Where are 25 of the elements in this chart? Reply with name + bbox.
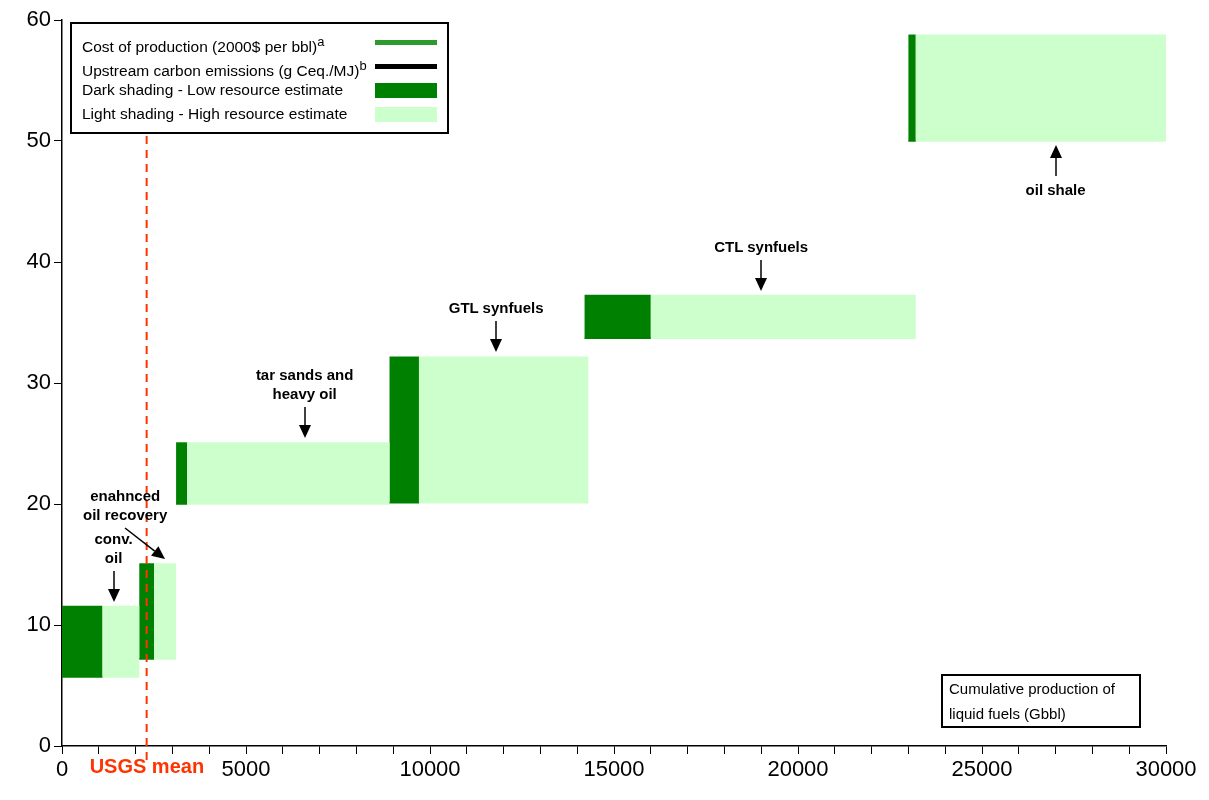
x-tick-label: 5000	[221, 756, 271, 782]
y-tick-label: 30	[26, 369, 51, 395]
legend-label: Light shading - High resource estimate	[82, 104, 349, 124]
x-tick-label: 20000	[767, 756, 829, 782]
legend-label: Dark shading - Low resource estimate	[82, 80, 345, 100]
y-tick-label: 20	[26, 490, 51, 516]
y-tick-label: 50	[26, 127, 51, 153]
annotation: CTL synfuels	[714, 236, 809, 256]
x-tick-label: 25000	[951, 756, 1013, 782]
annotation: tar sands and heavy oil	[255, 365, 354, 404]
x-tick-label: 10000	[399, 756, 461, 782]
annotation: oil shale	[1025, 180, 1086, 199]
y-tick-label: 10	[26, 611, 51, 637]
annotation: Upstream carbon emissions (g Ceq./MJ)$^{b}$	[82, 57, 367, 80]
x-tick-label: 0	[55, 756, 69, 782]
y-tick-label: 0	[38, 732, 51, 758]
x-axis-title: Cumulative production of liquid fuels (Gbbl)	[941, 674, 1141, 728]
annotation: GTL synfuels	[448, 298, 544, 318]
ref-line-label: USGS mean	[89, 755, 205, 778]
x-tick-label: 15000	[583, 756, 645, 782]
annotation: conv. oil	[94, 528, 133, 567]
y-tick-label: 60	[26, 6, 51, 32]
x-tick-label: 30000	[1135, 756, 1197, 782]
y-tick-label: 40	[26, 248, 51, 274]
annotation: Cost of production (2000$ per bbl)$^{a}$	[82, 33, 326, 56]
